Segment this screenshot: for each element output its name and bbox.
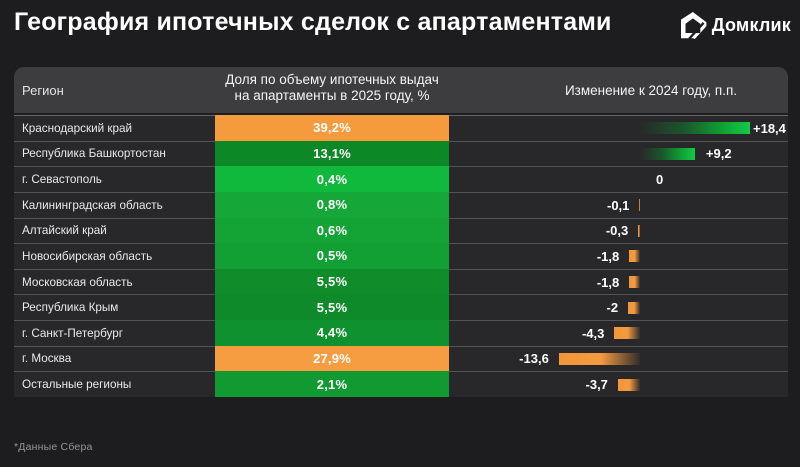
change-cell: -1,8 <box>449 243 788 269</box>
change-value-label: -2 <box>606 300 619 316</box>
region-cell: Московская область <box>14 268 215 295</box>
change-cell: +9,2 <box>449 140 788 167</box>
change-bar <box>628 301 640 314</box>
region-cell: г. Москва <box>14 345 215 372</box>
change-value-label: -1,8 <box>596 274 620 290</box>
table-row: Калининградская область 0,8% -0,1 <box>14 191 788 218</box>
region-cell: Краснодарский край <box>14 115 215 141</box>
change-bar <box>629 276 640 289</box>
regions-table: Регион Доля по объему ипотечных выдач на… <box>14 67 788 397</box>
change-value-label: -3,7 <box>585 377 608 393</box>
column-header-share: Доля по объему ипотечных выдач на апарта… <box>215 67 449 113</box>
page-title: География ипотечных сделок с апартамента… <box>14 8 612 36</box>
region-cell: Новосибирская область <box>14 243 215 269</box>
change-cell: -0,1 <box>449 191 788 218</box>
column-header-share-line2: на апартаменты в 2025 году, % <box>234 87 430 103</box>
share-cell: 0,8% <box>215 191 449 218</box>
brand-logo-text: Домклик <box>711 15 791 36</box>
change-value-label: -1,8 <box>596 248 620 264</box>
change-bar <box>640 122 750 135</box>
change-value-label: +9,2 <box>705 146 732 162</box>
change-bar <box>639 199 640 212</box>
column-header-share-line1: Доля по объему ипотечных выдач <box>225 71 439 87</box>
table-row: Алтайский край 0,6% -0,3 <box>14 217 788 244</box>
table-row: Остальные регионы 2,1% -3,7 <box>14 371 788 397</box>
change-bar <box>614 327 640 340</box>
change-bar <box>617 378 640 391</box>
share-cell: 13,1% <box>215 140 449 167</box>
share-cell: 0,6% <box>215 217 449 244</box>
region-cell: г. Санкт-Петербург <box>14 320 215 346</box>
change-value-label: -0,3 <box>605 223 629 239</box>
share-cell: 2,1% <box>215 371 449 397</box>
change-cell: -4,3 <box>449 320 788 346</box>
share-cell: 39,2% <box>215 115 449 141</box>
table-row: г. Москва 27,9% -13,6 <box>14 345 788 372</box>
share-cell: 27,9% <box>215 345 449 372</box>
column-header-region: Регион <box>22 82 64 98</box>
change-cell: +18,4 <box>449 115 788 141</box>
table-header-row: Регион Доля по объему ипотечных выдач на… <box>14 67 788 113</box>
change-value-label: -0,1 <box>607 197 630 213</box>
change-cell: 0 <box>449 166 788 192</box>
share-cell: 5,5% <box>215 268 449 295</box>
region-cell: Алтайский край <box>14 217 215 244</box>
domclick-house-icon <box>681 12 707 40</box>
change-cell: -13,6 <box>449 345 788 372</box>
region-cell: Республика Крым <box>14 294 215 320</box>
change-value-label: -4,3 <box>581 325 605 341</box>
change-value-label: -13,6 <box>519 351 549 367</box>
table-row: Краснодарский край 39,2% +18,4 <box>14 115 788 141</box>
change-bar <box>638 224 640 237</box>
change-cell: -2 <box>449 294 788 320</box>
column-header-change: Изменение к 2024 году, п.п. <box>564 82 738 98</box>
region-cell: г. Севастополь <box>14 166 215 192</box>
table-row: г. Севастополь 0,4% 0 <box>14 166 788 192</box>
brand-logo: Домклик <box>681 12 791 40</box>
region-cell: Остальные регионы <box>14 371 215 397</box>
table-row: Республика Крым 5,5% -2 <box>14 294 788 320</box>
change-cell: -3,7 <box>449 371 788 397</box>
region-cell: Калининградская область <box>14 191 215 218</box>
share-cell: 5,5% <box>215 294 449 320</box>
source-footnote: *Данные Сбера <box>14 441 93 453</box>
share-cell: 4,4% <box>215 320 449 346</box>
change-value-label: +18,4 <box>753 120 786 136</box>
table-row: Республика Башкортостан 13,1% +9,2 <box>14 140 788 167</box>
change-bar <box>558 352 640 365</box>
table-body: Краснодарский край 39,2% +18,4 Республик… <box>14 115 788 397</box>
table-row: г. Санкт-Петербург 4,4% -4,3 <box>14 320 788 346</box>
table-row: Московская область 5,5% -1,8 <box>14 268 788 295</box>
change-bar <box>640 147 695 160</box>
share-cell: 0,4% <box>215 166 449 192</box>
table-row: Новосибирская область 0,5% -1,8 <box>14 243 788 269</box>
change-value-label: 0 <box>656 172 664 188</box>
share-cell: 0,5% <box>215 243 449 269</box>
region-cell: Республика Башкортостан <box>14 140 215 167</box>
change-cell: -1,8 <box>449 268 788 295</box>
change-cell: -0,3 <box>449 217 788 244</box>
change-bar <box>629 250 640 263</box>
